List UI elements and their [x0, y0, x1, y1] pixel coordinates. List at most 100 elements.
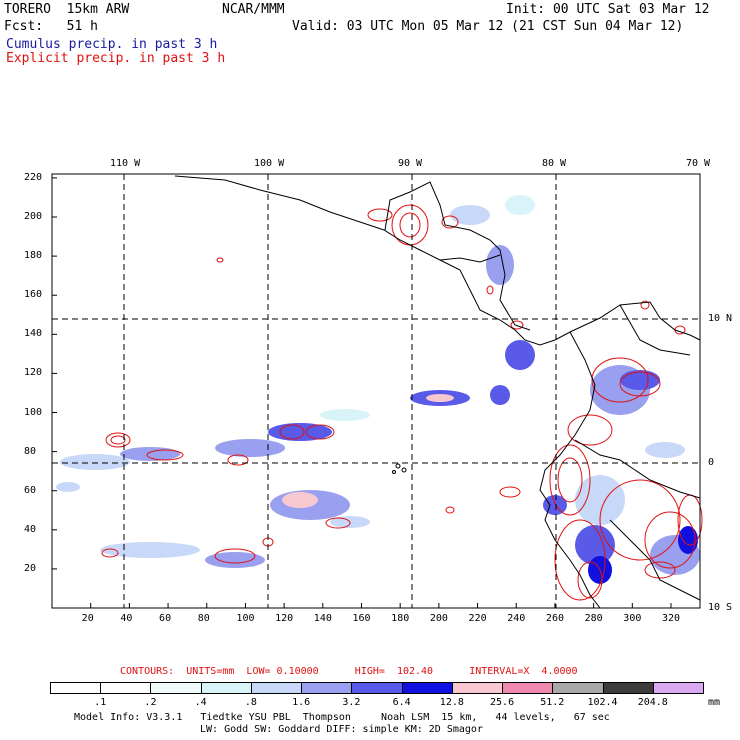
precip-cell [215, 439, 285, 457]
colorbar-swatch [250, 682, 303, 694]
coastlines [174, 175, 701, 609]
explicit-contour [214, 548, 256, 564]
y-tick-label: 100 [24, 406, 43, 418]
explicit-field-label: Explicit precip. in past 3 h [6, 51, 226, 66]
explicit-contour [619, 371, 661, 397]
explicit-contour [146, 449, 184, 461]
forecast-hour: Fcst: 51 h [4, 19, 98, 34]
explicit-contour [325, 517, 351, 529]
precip-cell [282, 492, 318, 508]
precip-cell [620, 370, 660, 390]
precip-contours-explicit [101, 204, 703, 601]
valid-time: Valid: 03 UTC Mon 05 Mar 12 (21 CST Sun … [292, 19, 684, 34]
precip-shading-cumulus [56, 195, 700, 584]
y-tick-label: 40 [24, 523, 37, 535]
precip-cell [320, 409, 370, 421]
precip-cell [426, 394, 454, 402]
colorbar-swatch [401, 682, 453, 694]
coastline-caribbean-north [439, 254, 501, 263]
init-time: Init: 00 UTC Sat 03 Mar 12 [506, 2, 710, 17]
explicit-contour [599, 479, 681, 561]
x-tick-label: 300 [623, 613, 642, 624]
colorbar-swatch [451, 682, 504, 694]
explicit-contour [557, 457, 583, 503]
explicit-contour [305, 424, 335, 440]
y-tick-label: 160 [24, 289, 43, 301]
galapagos-island [401, 467, 407, 473]
precip-cell [60, 454, 130, 470]
colorbar-units: mm [708, 697, 721, 708]
galapagos-island [395, 463, 401, 469]
explicit-contour [640, 300, 650, 310]
precip-cell [490, 385, 510, 405]
explicit-contour [441, 215, 459, 229]
explicit-contour [279, 424, 305, 440]
precip-cell [56, 482, 80, 492]
explicit-contour [445, 506, 455, 514]
x-tick-label: 120 [275, 613, 294, 624]
latitude-label: 0 [708, 457, 715, 468]
explicit-contour [554, 519, 606, 601]
colorbar-swatch [502, 682, 554, 694]
precip-cell [268, 423, 332, 441]
explicit-contour [591, 357, 649, 403]
colorbar-swatch [552, 682, 604, 694]
explicit-contour [486, 285, 494, 295]
axis-ticks [52, 177, 672, 608]
colorbar-level-label: 25.6 [490, 697, 515, 708]
precip-cell [575, 475, 625, 525]
latitude-label: 10 N [708, 313, 733, 324]
explicit-contour [101, 548, 119, 558]
colorbar-level-label: 1.6 [292, 697, 311, 708]
border-venezuela [619, 304, 691, 356]
longitude-label: 90 W [398, 158, 423, 169]
longitude-label: 80 W [542, 158, 567, 169]
precip-cell [100, 542, 200, 558]
y-tick-label: 120 [24, 367, 43, 379]
precip-cell [205, 552, 265, 568]
model-info-line2: LW: Godd SW: Goddard DIFF: simple KM: 2D… [200, 724, 483, 735]
y-tick-label: 200 [24, 211, 43, 222]
colorbar-level-label: 6.4 [392, 697, 411, 708]
longitude-label: 70 W [686, 158, 711, 169]
cumulus-field-label: Cumulus precip. in past 3 h [6, 37, 218, 52]
x-tick-label: 60 [159, 613, 172, 624]
contour-info: CONTOURS: UNITS=mm LOW= 0.10000 HIGH= 10… [120, 666, 578, 677]
x-tick-label: 280 [584, 613, 603, 624]
x-tick-label: 240 [507, 613, 526, 624]
x-tick-label: 140 [313, 613, 332, 624]
y-tick-label: 180 [24, 250, 43, 262]
explicit-contour [549, 444, 591, 516]
x-tick-label: 200 [429, 613, 448, 624]
coastline-south-america-north [569, 301, 701, 341]
y-tick-label: 140 [24, 328, 43, 340]
explicit-contour [110, 435, 126, 445]
x-tick-label: 220 [468, 613, 487, 624]
colorbar-swatch [100, 682, 152, 694]
explicit-contour [644, 561, 676, 579]
precip-cell [120, 447, 180, 461]
explicit-contour [577, 561, 603, 599]
explicit-contour [644, 511, 696, 569]
plot-frame [51, 173, 701, 609]
explicit-contour [227, 454, 249, 466]
colorbar-swatch [150, 682, 202, 694]
border-peru-brazil [609, 519, 701, 601]
border-colombia-ecuador [574, 439, 701, 499]
explicit-contour [216, 257, 224, 263]
colorbar-swatch [351, 682, 403, 694]
colorbar-level-label: .8 [244, 697, 257, 708]
y-tick-label: 220 [24, 171, 43, 183]
model-info-line1: Model Info: V3.3.1 Tiedtke YSU PBL Thomp… [74, 712, 610, 723]
colorbar-level-label: 51.2 [540, 697, 565, 708]
x-tick-label: 100 [236, 613, 255, 624]
x-tick-label: 320 [661, 613, 681, 624]
explicit-contour [105, 432, 131, 448]
y-tick-label: 60 [24, 484, 37, 496]
colorbar-level-label: 3.2 [342, 697, 361, 708]
explicit-contour [367, 208, 393, 222]
longitude-label: 100 W [254, 158, 285, 169]
colorbar-level-label: 102.4 [587, 697, 618, 708]
colorbar-swatch [602, 682, 654, 694]
x-tick-label: 20 [81, 613, 94, 624]
